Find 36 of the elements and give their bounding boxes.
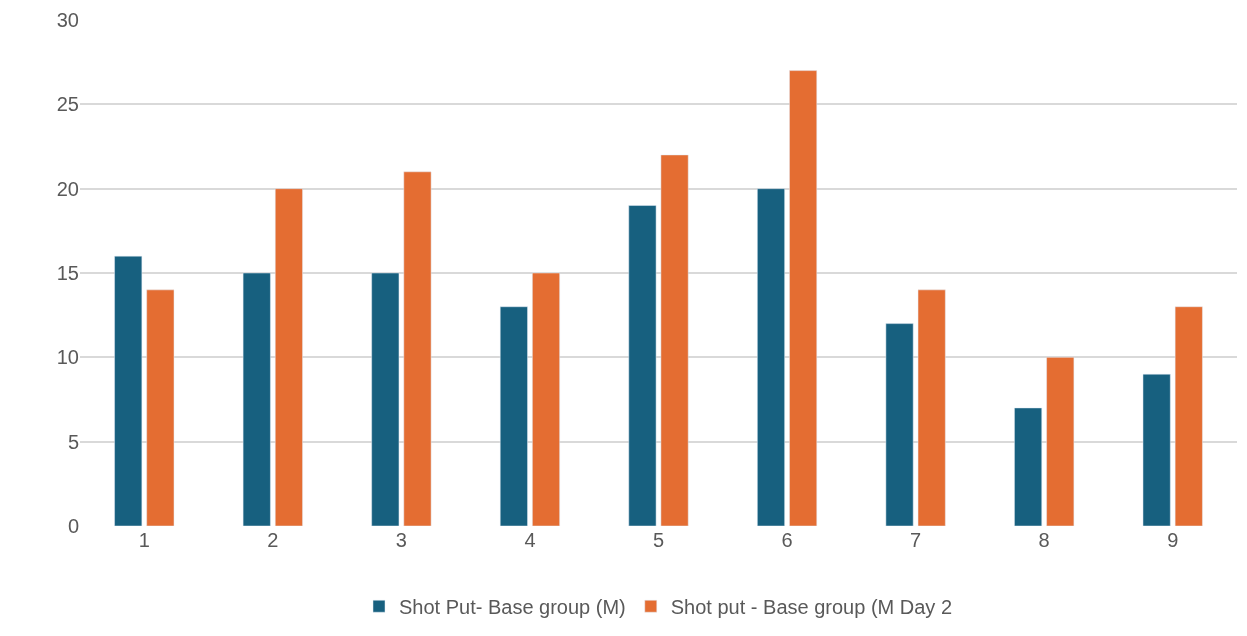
bar bbox=[1174, 306, 1203, 526]
bar bbox=[242, 272, 271, 526]
bar bbox=[789, 70, 818, 526]
y-tick-label: 5 bbox=[67, 430, 79, 453]
legend-label: Shot Put- Base group (M) bbox=[399, 596, 626, 619]
y-tick-label: 10 bbox=[56, 346, 79, 369]
y-tick-label: 25 bbox=[56, 93, 79, 116]
y-tick-label: 15 bbox=[56, 262, 79, 284]
x-tick-label: 8 bbox=[1038, 529, 1050, 551]
bar bbox=[660, 154, 689, 526]
bar bbox=[917, 289, 946, 526]
x-tick-label: 9 bbox=[1167, 529, 1179, 551]
bar bbox=[757, 188, 785, 526]
legend-label: Shot put - Base group (M Day 2 bbox=[670, 596, 953, 619]
y-tick-label: 20 bbox=[56, 177, 79, 200]
bar bbox=[1014, 407, 1043, 526]
bar bbox=[403, 171, 432, 526]
bar bbox=[371, 272, 400, 526]
bar bbox=[1142, 373, 1171, 526]
bar bbox=[146, 289, 175, 526]
x-tick-label: 6 bbox=[781, 529, 793, 551]
y-tick-label: 30 bbox=[56, 9, 79, 31]
bar bbox=[499, 306, 528, 526]
x-tick-label: 2 bbox=[267, 529, 279, 551]
x-tick-label: 3 bbox=[395, 529, 407, 551]
bar bbox=[628, 205, 657, 526]
bar bbox=[532, 272, 560, 526]
x-tick-label: 1 bbox=[138, 529, 150, 551]
x-tick-label: 7 bbox=[910, 529, 922, 551]
bar bbox=[274, 188, 303, 526]
bar bbox=[1046, 357, 1075, 526]
x-tick-label: 4 bbox=[524, 529, 536, 551]
bar bbox=[114, 255, 143, 526]
x-tick-label: 5 bbox=[652, 529, 665, 551]
y-tick-label: 0 bbox=[67, 515, 79, 537]
bar bbox=[885, 323, 914, 526]
